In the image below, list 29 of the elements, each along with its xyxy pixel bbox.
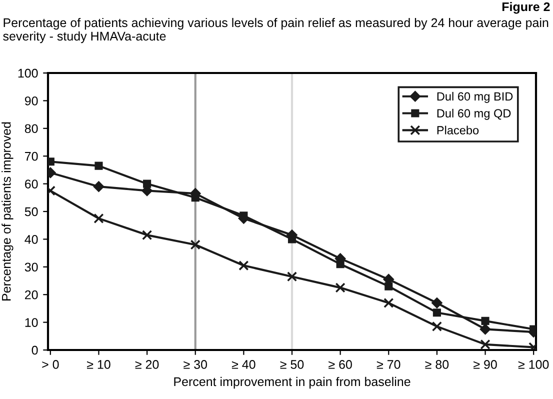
x-tick-label: ≥ 10 [87, 360, 110, 369]
caption: Figure 2 [502, 2, 550, 14]
y-tick-label: 10 [25, 318, 38, 327]
y-tick-label: 80 [24, 124, 38, 134]
y-tick-label: 90 [24, 96, 38, 106]
x-tick-label: ≥ 70 [376, 360, 400, 369]
legend-label: Dul 60 mg QD [437, 108, 511, 120]
x-axis-title: Percent improvement in pain from baseline [174, 376, 410, 389]
y-tick-label: 30 [24, 262, 38, 272]
y-axis-title: Percentage of patients improved [2, 122, 14, 300]
x-tick-label: ≥ 60 [328, 360, 352, 369]
legend-label: Dul 60 mg BID [437, 92, 513, 103]
y-tick-label: 50 [24, 207, 38, 216]
y-tick-label: 20 [25, 290, 38, 300]
x-tick-label: ≥ 40 [232, 360, 256, 369]
y-tick-label: 70 [25, 152, 38, 161]
x-tick-label: ≥ 50 [280, 360, 304, 369]
x-tick-label: > 0 [42, 360, 59, 369]
x-tick-label: ≥ 100 [518, 360, 549, 369]
y-tick-label: 40 [24, 235, 38, 244]
x-tick-label: ≥ 90 [474, 360, 497, 369]
chart-title: Percentage of patients achieving various levels of pain relief as measured by 24 hour average pain severity - study HMAVa-acute [3, 18, 548, 44]
legend-label: Placebo [437, 126, 479, 134]
x-tick-label: ≥ 80 [425, 360, 449, 369]
x-tick-label: ≥ 30 [184, 360, 207, 369]
x-tick-label: ≥ 20 [135, 360, 159, 369]
y-tick-label: 60 [25, 180, 38, 188]
y-tick-label: 100 [18, 68, 38, 78]
y-tick-label: 0 [32, 346, 38, 355]
